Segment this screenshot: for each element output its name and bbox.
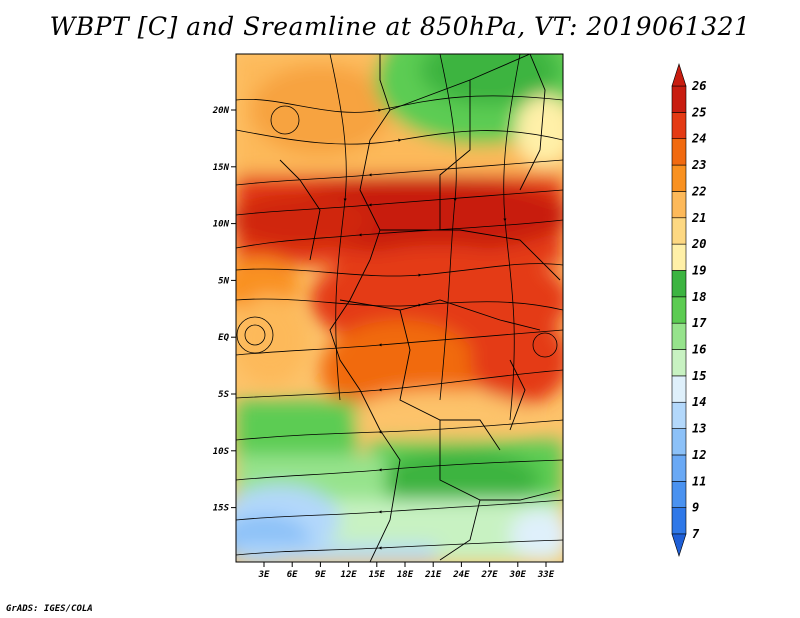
colorbar-segment [671, 138, 687, 166]
lat-label: 15S [213, 504, 230, 514]
lon-label: 12E [340, 570, 357, 580]
lon-label: 27E [480, 570, 498, 580]
colorbar-label: 24 [691, 132, 706, 146]
colorbar-label: 13 [692, 422, 706, 436]
colorbar-segment [671, 480, 687, 508]
colorbar-segment [671, 217, 687, 245]
colorbar-label: 7 [692, 527, 700, 541]
lon-label: 33E [537, 570, 555, 580]
lon-label: 15E [369, 570, 386, 580]
colorbar-label: 9 [692, 501, 699, 515]
lat-label: 15N [213, 163, 230, 173]
colorbar-segment [671, 507, 687, 535]
colorbar-segment [671, 454, 687, 482]
colorbar-segment [671, 375, 687, 403]
country-borders [279, 54, 561, 562]
lat-label: 5N [218, 276, 229, 286]
colorbar-label: 22 [691, 184, 706, 198]
colorbar-label: 14 [692, 395, 706, 409]
colorbar-label: 21 [691, 211, 706, 225]
lat-label: EQ [218, 333, 229, 343]
colorbar-segment [671, 243, 687, 271]
wbpt-shading [236, 54, 563, 562]
longitude-axis: 3E 6E 9E 12E 15E 18E 21E 24E 27E 30E 33E [258, 562, 555, 580]
colorbar-label: 16 [692, 343, 706, 357]
colorbar-segment [671, 164, 687, 192]
colorbar-label: 12 [692, 448, 706, 462]
lon-label: 9E [315, 570, 326, 580]
lat-label: 10N [213, 220, 230, 230]
colorbar-segment [671, 191, 687, 219]
latitude-axis: 20N 15N 10N 5N EQ 5S 10S 15S [212, 106, 236, 514]
colorbar-segment [671, 296, 687, 324]
colorbar-min-arrow [671, 533, 687, 557]
colorbar-label: 26 [691, 79, 706, 93]
colorbar-label: 18 [692, 290, 706, 304]
colorbar-label: 23 [691, 158, 706, 172]
lon-label: 18E [397, 570, 414, 580]
lon-label: 24E [452, 570, 470, 580]
colorbar-label: 17 [692, 316, 707, 330]
colorbar-label: 11 [692, 474, 706, 488]
colorbar-segment [671, 401, 687, 429]
lat-label: 10S [213, 447, 230, 457]
colorbar-segment [671, 85, 687, 113]
lon-label: 21E [424, 570, 442, 580]
colorbar: 7 9 11 12 13 14 15 16 17 18 19 20 21 22 23 24 25 26 [671, 63, 707, 557]
lon-label: 6E [287, 570, 298, 580]
colorbar-segment [671, 112, 687, 140]
lon-label: 30E [509, 570, 527, 580]
lon-label: 3E [258, 570, 270, 580]
colorbar-segment [671, 428, 687, 456]
colorbar-segment [671, 349, 687, 377]
colorbar-label: 19 [692, 263, 706, 277]
credit-text: GrADS: IGES/COLA [6, 604, 93, 614]
streamlines [236, 54, 563, 556]
map-title: WBPT [C] and Sreamline at 850hPa, VT: 20… [49, 12, 751, 41]
colorbar-segment [671, 270, 687, 298]
colorbar-label: 20 [691, 237, 706, 251]
colorbar-segment [671, 322, 687, 350]
map-frame [235, 53, 564, 563]
lat-label: 5S [218, 390, 229, 400]
colorbar-label: 15 [692, 369, 706, 383]
lat-label: 20N [212, 106, 230, 116]
colorbar-max-arrow [671, 63, 687, 87]
colorbar-label: 25 [691, 105, 706, 119]
